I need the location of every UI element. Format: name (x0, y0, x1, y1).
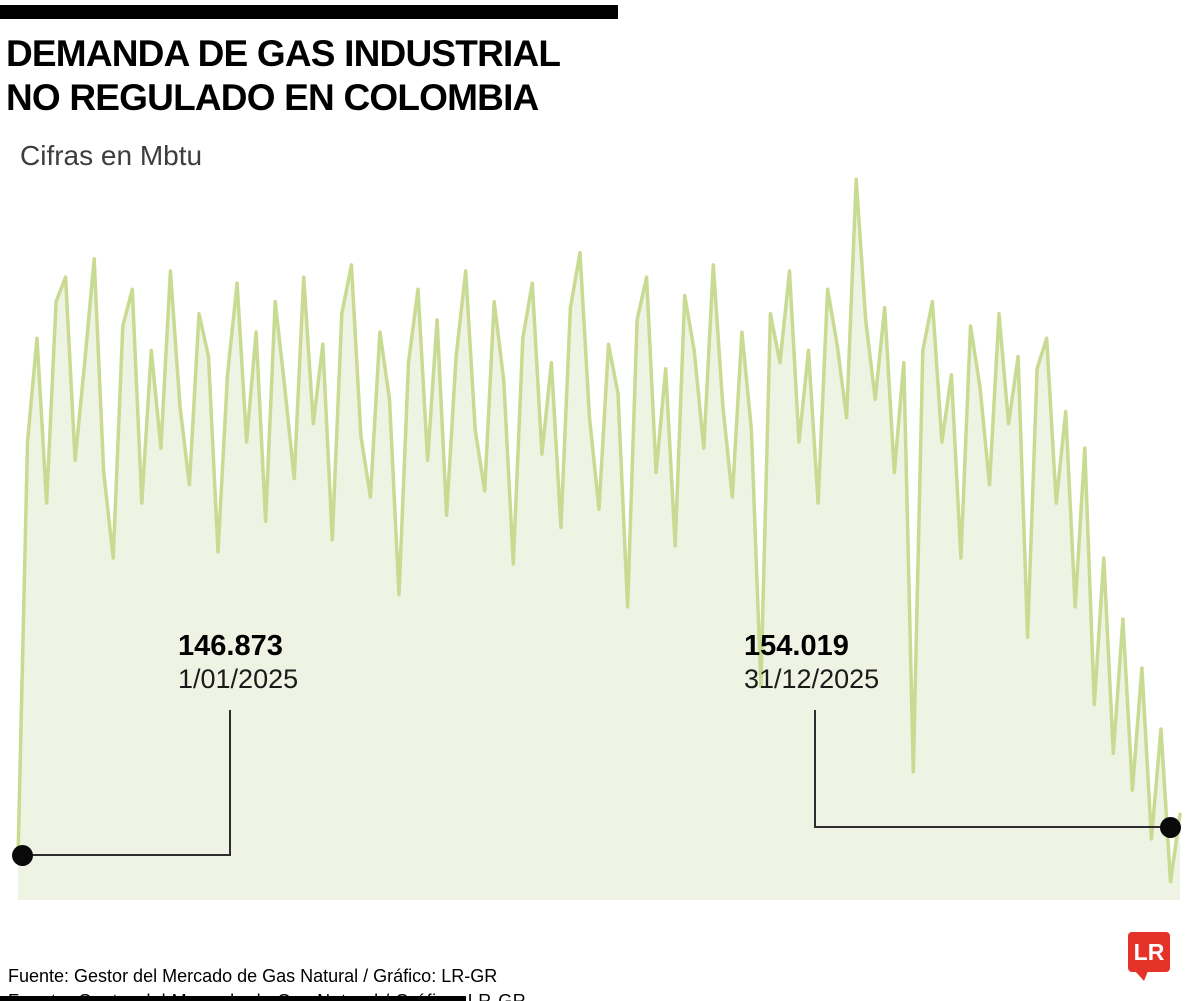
source-credit: Fuente: Gestor del Mercado de Gas Natura… (8, 966, 498, 986)
annotation-end-date: 31/12/2025 (744, 664, 880, 695)
annotation-end-connector-vertical (814, 710, 816, 827)
series-start-marker-dot (12, 845, 33, 866)
annotation-start-date: 1/01/2025 (178, 664, 299, 695)
top-black-bar (0, 5, 618, 19)
annotation-start: 146.873 1/01/2025 (178, 630, 298, 697)
bottom-black-bar (0, 996, 466, 1001)
annotation-start-connector-horizontal (30, 854, 231, 856)
series-line (16, 177, 1182, 884)
annotation-end: 154.019 31/12/2025 (744, 630, 879, 697)
page-title: DEMANDA DE GAS INDUSTRIAL NO REGULADO EN… (6, 33, 561, 118)
annotation-end-connector-horizontal (814, 826, 1166, 828)
annotation-end-value: 154.019 (744, 630, 849, 662)
lr-logo: LR (1128, 932, 1170, 981)
chart-unit-subtitle: Cifras en Mbtu (20, 140, 203, 171)
annotation-start-value: 146.873 (178, 630, 283, 662)
lr-logo-tail (1135, 971, 1148, 981)
series-end-marker-dot (1160, 817, 1181, 838)
lr-logo-text: LR (1133, 938, 1165, 965)
area-fill (18, 179, 1180, 900)
annotation-start-connector-vertical (229, 710, 231, 856)
